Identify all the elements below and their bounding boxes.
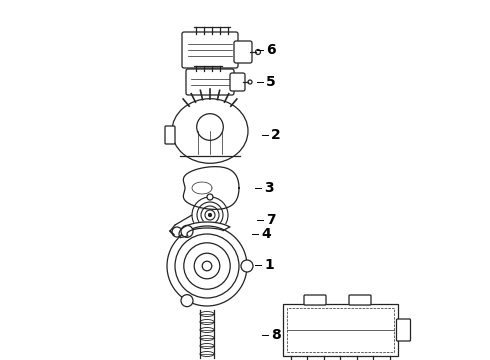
Circle shape	[209, 213, 212, 216]
Text: 1: 1	[264, 258, 274, 272]
Circle shape	[181, 225, 193, 237]
Circle shape	[202, 261, 212, 271]
FancyBboxPatch shape	[349, 295, 371, 305]
FancyBboxPatch shape	[165, 126, 175, 144]
Text: 3: 3	[264, 181, 273, 195]
Polygon shape	[192, 182, 212, 194]
Circle shape	[241, 260, 253, 272]
Polygon shape	[179, 222, 230, 238]
Text: 2: 2	[271, 128, 281, 142]
Ellipse shape	[200, 343, 214, 348]
Text: 5: 5	[266, 75, 276, 89]
Circle shape	[181, 294, 193, 307]
Ellipse shape	[200, 336, 214, 341]
Circle shape	[255, 49, 261, 54]
FancyBboxPatch shape	[230, 73, 245, 91]
Text: 4: 4	[261, 227, 271, 241]
Ellipse shape	[200, 351, 214, 356]
FancyBboxPatch shape	[396, 319, 411, 341]
Circle shape	[248, 80, 252, 84]
Ellipse shape	[200, 311, 214, 316]
Text: 7: 7	[266, 213, 275, 227]
Circle shape	[167, 226, 247, 306]
FancyBboxPatch shape	[186, 69, 234, 95]
Ellipse shape	[200, 328, 214, 333]
Circle shape	[194, 253, 220, 279]
Circle shape	[207, 194, 213, 200]
Circle shape	[184, 243, 230, 289]
FancyBboxPatch shape	[182, 32, 238, 68]
Ellipse shape	[200, 320, 214, 324]
FancyBboxPatch shape	[304, 295, 326, 305]
Circle shape	[175, 234, 239, 298]
FancyBboxPatch shape	[234, 41, 252, 63]
FancyBboxPatch shape	[283, 304, 397, 356]
Text: 6: 6	[266, 43, 275, 57]
Polygon shape	[183, 167, 239, 210]
Ellipse shape	[172, 99, 248, 163]
Circle shape	[196, 114, 223, 140]
Text: 8: 8	[271, 328, 281, 342]
Circle shape	[172, 227, 182, 237]
